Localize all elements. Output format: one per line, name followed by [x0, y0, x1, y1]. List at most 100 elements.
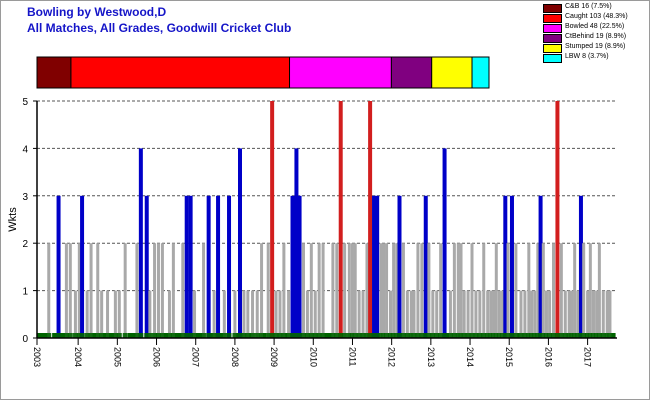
bar — [416, 243, 420, 338]
bar-base — [493, 333, 499, 338]
chart-subtitle: All Matches, All Grades, Goodwill Cricke… — [27, 21, 292, 35]
legend-label: Caught 103 (48.3%) — [565, 13, 628, 20]
bar — [385, 243, 389, 338]
x-tick-label: 2013 — [426, 347, 436, 367]
x-tick-label: 2009 — [269, 347, 279, 367]
bar-base — [304, 333, 310, 338]
bar-zero — [610, 333, 616, 338]
bar-base — [518, 333, 524, 338]
bar — [266, 243, 270, 338]
bar-base — [320, 333, 326, 338]
bar-base — [384, 333, 390, 338]
bar — [586, 290, 590, 338]
bar — [202, 243, 206, 338]
bar — [397, 195, 402, 338]
bar-base — [551, 333, 557, 338]
bar — [357, 290, 361, 338]
bar — [388, 290, 392, 338]
legend-swatch — [543, 34, 562, 43]
bar-base — [488, 333, 494, 338]
bar — [563, 290, 567, 338]
bar — [301, 243, 305, 338]
bar-base — [491, 333, 497, 338]
bar — [260, 243, 264, 338]
bar-base — [226, 333, 232, 338]
bar-base — [540, 333, 546, 338]
bar — [353, 243, 357, 338]
bar — [608, 290, 612, 338]
bar-base — [297, 333, 303, 338]
bar-base — [451, 333, 457, 338]
bar-base — [438, 333, 444, 338]
bar-base — [364, 333, 370, 338]
legend-swatch — [543, 24, 562, 33]
bar-base — [572, 333, 578, 338]
bar-zero — [59, 333, 65, 338]
bar-base — [277, 333, 283, 338]
bar-base — [293, 333, 299, 338]
bar-base — [526, 333, 532, 338]
bar-base — [426, 333, 432, 338]
summary-segment — [289, 56, 392, 89]
bar-base — [88, 333, 94, 338]
bar-base — [581, 333, 587, 338]
bar — [544, 290, 548, 338]
bar — [56, 195, 61, 338]
bar — [452, 243, 456, 338]
bar — [233, 290, 237, 338]
bar — [80, 195, 85, 338]
legend-item: CtBehind 19 (8.9%) — [543, 33, 648, 43]
bar — [605, 290, 609, 338]
bar-base — [184, 333, 190, 338]
bar-zero — [198, 333, 204, 338]
bar — [160, 243, 164, 338]
bar-base — [232, 333, 238, 338]
bar — [420, 243, 424, 338]
bar-base — [215, 333, 221, 338]
x-tick-label: 2003 — [32, 347, 42, 367]
bar — [601, 290, 605, 338]
bar — [462, 290, 466, 338]
bar-base — [469, 333, 475, 338]
legend-item: Stumped 19 (8.9%) — [543, 43, 648, 53]
bar — [68, 243, 72, 338]
bar — [135, 243, 139, 338]
bar-base — [72, 333, 78, 338]
bar — [442, 148, 447, 338]
y-tick-label: 5 — [22, 97, 28, 108]
bar-base — [286, 333, 292, 338]
bar-base — [394, 333, 400, 338]
bar-base — [397, 333, 402, 338]
bar-base — [458, 333, 464, 338]
bar — [188, 195, 193, 338]
bar-base — [578, 333, 584, 338]
bar-base — [356, 333, 362, 338]
legend-label: CtBehind 19 (8.9%) — [565, 33, 627, 40]
bar — [401, 243, 405, 338]
bar — [270, 101, 275, 338]
bar — [89, 243, 93, 338]
bar — [372, 195, 377, 338]
bar-base — [352, 333, 358, 338]
x-tick-label: 2015 — [504, 347, 514, 367]
legend-swatch — [543, 44, 562, 53]
bar — [113, 290, 117, 338]
bar-base — [532, 333, 538, 338]
bar-base — [558, 333, 564, 338]
bar-base — [56, 333, 62, 338]
bar-base — [575, 333, 581, 338]
bar — [294, 148, 299, 338]
bar — [242, 290, 246, 338]
bar-base — [442, 333, 448, 338]
bar — [77, 243, 81, 338]
bar-base — [166, 333, 172, 338]
bar — [138, 148, 143, 338]
bar — [274, 290, 278, 338]
bar-base — [538, 333, 544, 338]
bar — [412, 290, 416, 338]
bar-base — [152, 333, 158, 338]
summary-segment — [70, 56, 291, 89]
bar-zero — [36, 333, 42, 338]
bar-base — [273, 333, 279, 338]
bar — [227, 195, 232, 338]
